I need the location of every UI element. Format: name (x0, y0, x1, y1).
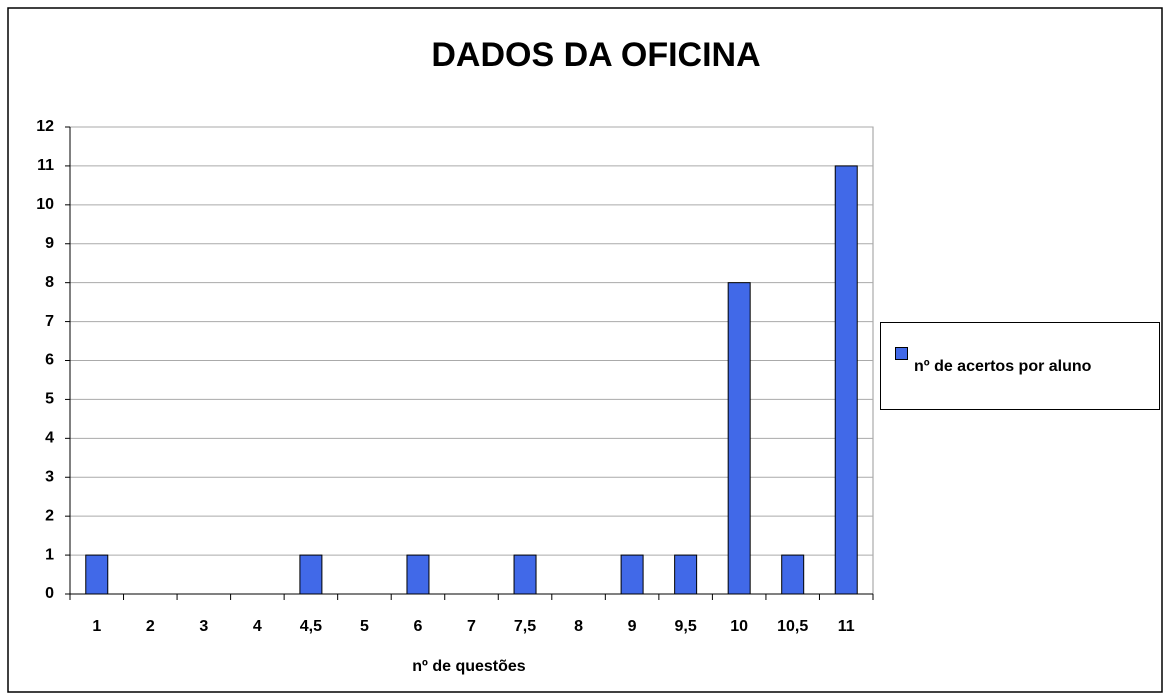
x-axis-label: nº de questões (412, 658, 526, 675)
y-tick-label: 12 (36, 118, 54, 135)
legend: nº de acertos por aluno (880, 322, 1160, 410)
x-tick-label: 1 (92, 618, 101, 635)
bar (299, 554, 323, 595)
x-tick-label: 10,5 (777, 618, 808, 635)
bar (834, 165, 858, 595)
x-tick-label: 7,5 (514, 618, 536, 635)
y-tick-label: 8 (45, 274, 54, 291)
y-tick-label: 10 (36, 196, 54, 213)
bar (85, 554, 109, 595)
legend-swatch (895, 347, 908, 360)
x-tick-label: 6 (414, 618, 423, 635)
x-tick-label: 4 (253, 618, 262, 635)
bar (727, 282, 751, 595)
y-tick-label: 3 (45, 468, 54, 485)
y-tick-label: 4 (45, 430, 54, 447)
bar (620, 554, 644, 595)
y-tick-label: 0 (45, 585, 54, 602)
y-tick-label: 9 (45, 235, 54, 252)
x-tick-label: 9 (628, 618, 637, 635)
x-tick-label: 9,5 (675, 618, 697, 635)
x-tick-label: 5 (360, 618, 369, 635)
y-tick-label: 2 (45, 507, 54, 524)
y-tick-label: 1 (45, 546, 54, 563)
x-tick-label: 7 (467, 618, 476, 635)
y-tick-label: 7 (45, 313, 54, 330)
x-tick-label: 2 (146, 618, 155, 635)
y-tick-label: 5 (45, 391, 54, 408)
x-tick-label: 10 (730, 618, 748, 635)
bar (674, 554, 698, 595)
x-tick-label: 3 (199, 618, 208, 635)
bar (513, 554, 537, 595)
y-tick-label: 6 (45, 352, 54, 369)
bar (781, 554, 805, 595)
x-tick-label: 8 (574, 618, 583, 635)
x-tick-label: 11 (838, 618, 855, 635)
chart-title: DADOS DA OFICINA (431, 36, 760, 74)
y-tick-label: 11 (37, 157, 54, 174)
legend-label: nº de acertos por aluno (914, 357, 1092, 375)
bar (406, 554, 430, 595)
x-tick-label: 4,5 (300, 618, 322, 635)
